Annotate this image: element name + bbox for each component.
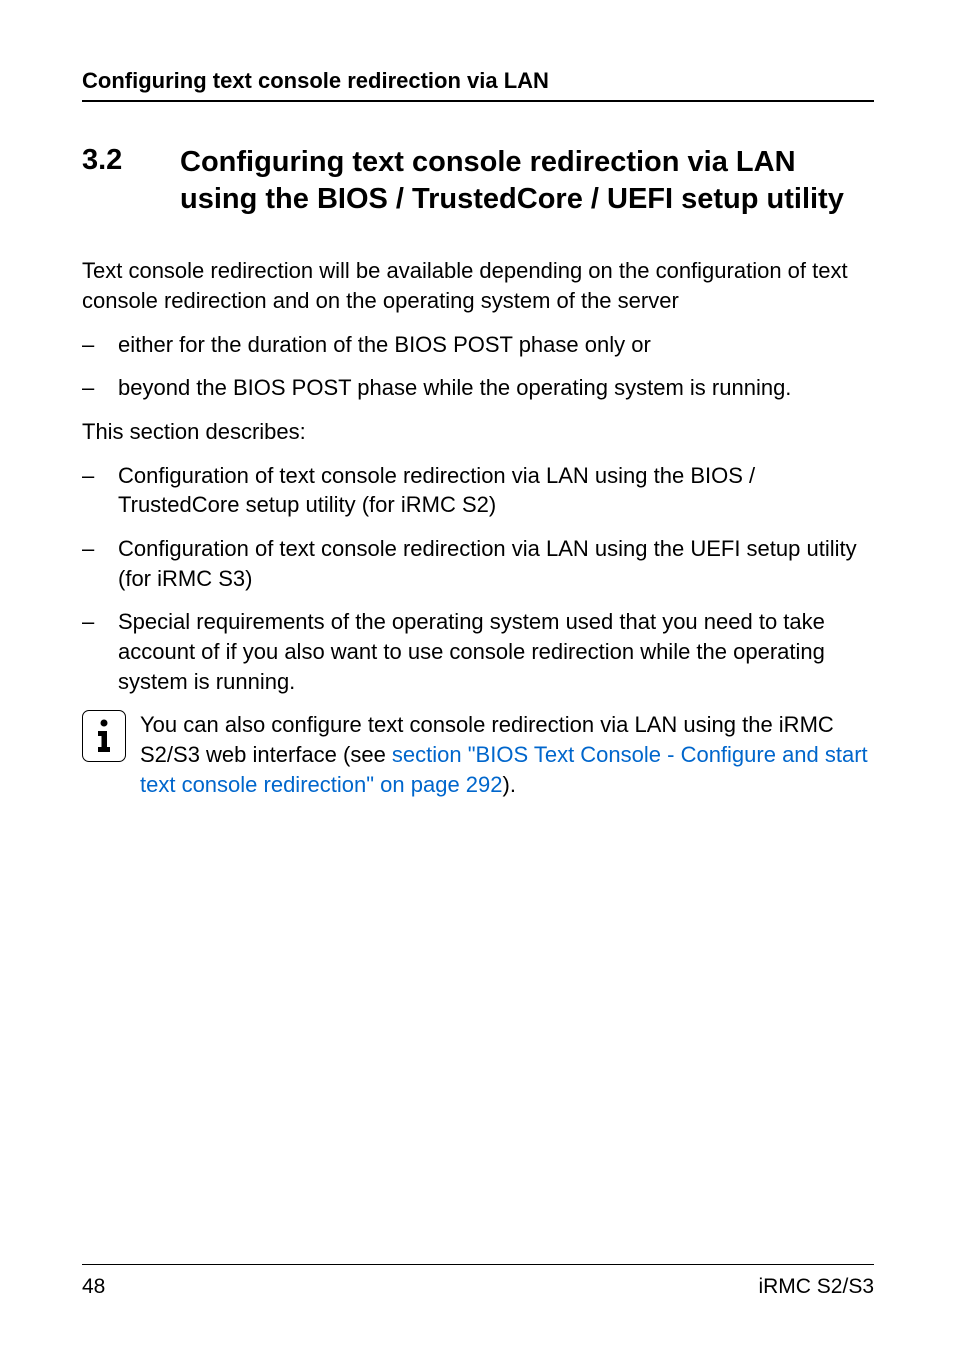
list-1: – either for the duration of the BIOS PO… — [82, 330, 874, 403]
list-marker: – — [82, 607, 118, 696]
info-icon — [82, 710, 126, 762]
running-title: Configuring text console redirection via… — [82, 68, 874, 94]
list-item: – either for the duration of the BIOS PO… — [82, 330, 874, 360]
mid-paragraph: This section describes: — [82, 417, 874, 447]
list-item: – beyond the BIOS POST phase while the o… — [82, 373, 874, 403]
list-content: either for the duration of the BIOS POST… — [118, 330, 874, 360]
section-title: Configuring text console redirection via… — [180, 144, 874, 218]
list-item: – Configuration of text console redirect… — [82, 461, 874, 520]
info-note: You can also configure text console redi… — [82, 710, 874, 799]
section-number: 3.2 — [82, 144, 180, 218]
list-content: Configuration of text console redirectio… — [118, 461, 874, 520]
list-marker: – — [82, 461, 118, 520]
list-marker: – — [82, 330, 118, 360]
section-heading: 3.2 Configuring text console redirection… — [82, 144, 874, 218]
list-marker: – — [82, 534, 118, 593]
page-number: 48 — [82, 1275, 105, 1299]
list-content: Configuration of text console redirectio… — [118, 534, 874, 593]
intro-paragraph: Text console redirection will be availab… — [82, 256, 874, 315]
page-header: Configuring text console redirection via… — [82, 68, 874, 102]
note-text: You can also configure text console redi… — [140, 710, 874, 799]
doc-label: iRMC S2/S3 — [758, 1275, 874, 1299]
list-content: beyond the BIOS POST phase while the ope… — [118, 373, 874, 403]
list-content: Special requirements of the operating sy… — [118, 607, 874, 696]
list-2: – Configuration of text console redirect… — [82, 461, 874, 697]
list-item: – Special requirements of the operating … — [82, 607, 874, 696]
list-item: – Configuration of text console redirect… — [82, 534, 874, 593]
page-footer: 48 iRMC S2/S3 — [82, 1264, 874, 1299]
list-marker: – — [82, 373, 118, 403]
note-post-text: ). — [503, 772, 516, 797]
